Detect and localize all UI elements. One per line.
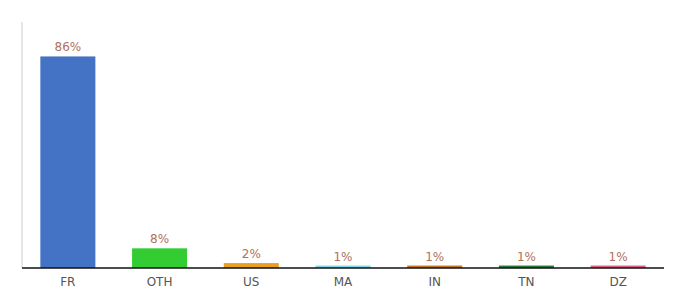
data-label: 8% [150, 232, 169, 246]
chart-container: 86% 8% 2% 1% 1% 1% 1% FR OTH US MA IN TN DZ [0, 0, 680, 300]
data-label: 1% [333, 250, 352, 264]
bar [40, 56, 95, 268]
data-label: 2% [242, 247, 261, 261]
x-tick-label: TN [517, 275, 534, 289]
chart-svg: 86% 8% 2% 1% 1% 1% 1% FR OTH US MA IN TN DZ [0, 0, 680, 300]
bar [132, 248, 187, 268]
y-axis-line [22, 22, 23, 268]
x-tick-label: IN [428, 275, 441, 289]
x-tick-label: OTH [147, 275, 173, 289]
data-label: 1% [517, 250, 536, 264]
bars [40, 56, 645, 268]
x-tick-label: FR [60, 275, 75, 289]
data-label: 1% [609, 250, 628, 264]
data-label: 86% [55, 40, 82, 54]
data-label: 1% [425, 250, 444, 264]
x-tick-label: US [243, 275, 259, 289]
x-axis-line [22, 267, 664, 269]
x-tick-label: MA [334, 275, 353, 289]
x-tick-label: DZ [609, 275, 626, 289]
